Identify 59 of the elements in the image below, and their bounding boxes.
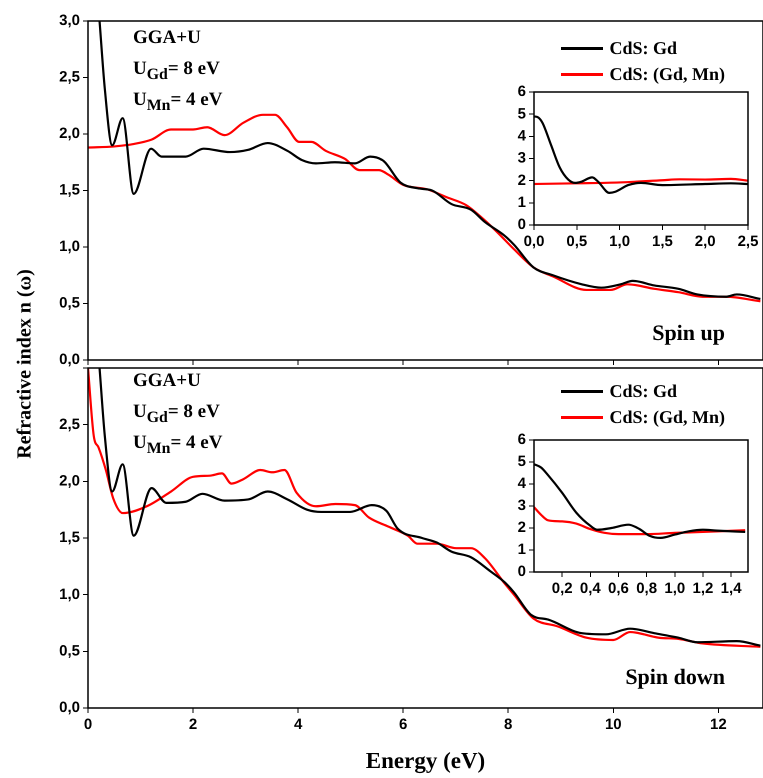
annotation: GGA+U	[133, 27, 201, 49]
y-tick-label: 5	[518, 105, 526, 122]
x-tick-label: 0,2	[552, 580, 573, 598]
annotation: U$_{Gd}$= 8 eV	[133, 58, 220, 84]
y-tick-label: 2,0	[59, 125, 80, 142]
y-tick-label: 3	[518, 150, 526, 167]
x-tick-label: 0,5	[566, 233, 588, 250]
x-tick-label: 1,5	[652, 233, 673, 250]
y-tick-label: 2,5	[59, 68, 80, 86]
legend-label: CdS: Gd	[609, 380, 678, 402]
x-tick-label: 8	[504, 716, 512, 734]
annotation: GGA+U	[133, 370, 201, 392]
x-axis-title: Energy (eV)	[364, 748, 486, 774]
x-tick-label: 1,2	[692, 580, 714, 598]
x-tick-label: 2	[188, 716, 198, 734]
y-tick-label: 1	[518, 541, 526, 558]
x-tick-label: 10	[604, 716, 622, 734]
y-tick-label: 1,5	[59, 529, 80, 546]
y-tick-label: 2	[518, 172, 526, 189]
y-tick-label: 0,0	[59, 351, 80, 368]
x-tick-label: 0,6	[608, 580, 629, 598]
x-tick-label: 2,5	[738, 233, 758, 250]
legend-label: CdS: (Gd, Mn)	[609, 64, 725, 84]
y-tick-label: 2,0	[59, 472, 80, 490]
x-tick-label: 4	[294, 716, 303, 734]
x-tick-label: 6	[399, 716, 408, 734]
y-tick-label: 0,0	[59, 699, 80, 716]
y-tick-label: 6	[518, 83, 526, 100]
line-series	[534, 506, 746, 536]
y-tick-label: 4	[518, 127, 527, 144]
legend-label: CdS: Gd	[609, 38, 678, 58]
y-tick-label: 3,0	[59, 12, 80, 30]
y-tick-label: 0	[518, 216, 526, 234]
x-tick-label: 1,0	[664, 580, 686, 598]
annotation: Spin up	[652, 320, 725, 346]
y-tick-label: 5	[518, 453, 526, 470]
annotation: U$_{Mn}$= 4 eV	[133, 89, 222, 115]
y-tick-label: 4	[518, 475, 527, 492]
y-tick-label: 0,5	[59, 294, 80, 312]
y-tick-label: 3	[518, 497, 526, 514]
x-tick-label: 0,4	[580, 580, 602, 598]
x-tick-label: 1,4	[720, 580, 742, 598]
annotation: U$_{Gd}$= 8 eV	[133, 401, 220, 427]
x-tick-label: 1,0	[609, 233, 630, 250]
y-tick-label: 1	[518, 194, 526, 211]
x-tick-label: 12	[710, 716, 727, 734]
annotation: U$_{Mn}$= 4 eV	[133, 432, 222, 458]
y-tick-label: 2,5	[59, 416, 80, 433]
y-tick-label: 6	[518, 431, 526, 448]
x-tick-label: 2,0	[694, 233, 716, 250]
x-tick-label: 0	[84, 716, 92, 734]
y-tick-label: 1,5	[59, 182, 80, 199]
x-tick-label: 0,8	[636, 580, 658, 598]
y-tick-label: 0,5	[59, 642, 80, 660]
legend-label: CdS: (Gd, Mn)	[609, 406, 725, 428]
annotation: Spin down	[625, 664, 725, 690]
y-tick-label: 2	[518, 519, 526, 536]
y-axis-title: Refractive index n (ω)	[14, 269, 36, 459]
y-tick-label: 0	[518, 563, 526, 580]
